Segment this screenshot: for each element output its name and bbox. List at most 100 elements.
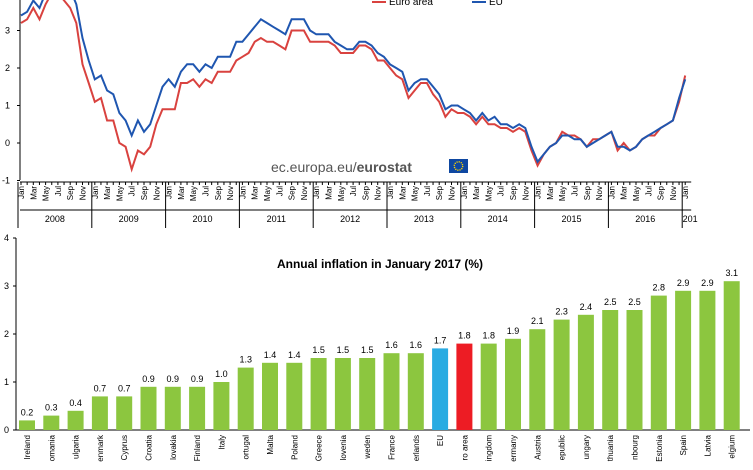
- month-label: Jan: [165, 186, 174, 199]
- bar-category-label: Ireland: [23, 435, 32, 459]
- month-label: Sep: [583, 185, 592, 200]
- bar-category-label: thuania: [606, 434, 615, 461]
- legend-label-euro-area: Euro area: [389, 0, 433, 8]
- bar-value-label: 1.5: [337, 345, 350, 355]
- month-label: Mar: [103, 186, 112, 200]
- bar-category-label: elgium: [728, 435, 737, 459]
- month-label: Nov: [521, 186, 530, 200]
- bar: [602, 310, 619, 430]
- bar-category-label: weden: [363, 435, 372, 460]
- month-label: Mar: [29, 186, 38, 200]
- month-label: Sep: [214, 185, 223, 200]
- bar-value-label: 3.1: [725, 268, 738, 278]
- month-label: May: [411, 186, 420, 201]
- bar-category-label: ermany: [509, 435, 518, 462]
- bar: [237, 367, 254, 430]
- bar-value-label: 1.6: [385, 340, 398, 350]
- bar: [189, 386, 206, 430]
- bar-chart: Annual inflation in January 2017 (%) 0 1 2…: [4, 233, 750, 462]
- bar: [140, 386, 157, 430]
- month-label: May: [337, 186, 346, 201]
- month-label: May: [115, 186, 124, 201]
- year-label: 2012: [340, 214, 360, 224]
- bar-value-label: 1.9: [507, 326, 520, 336]
- bar: [334, 358, 351, 430]
- bar-category-label: lovenia: [339, 434, 348, 460]
- year-label: 2013: [414, 214, 434, 224]
- year-label: 2008: [45, 214, 65, 224]
- month-label: Jul: [571, 186, 580, 196]
- year-label: 2009: [119, 214, 139, 224]
- bar-value-label: 1.8: [458, 331, 471, 341]
- month-label: Nov: [152, 186, 161, 200]
- bar-category-label: Malta: [266, 434, 275, 454]
- bar-value-label: 1.4: [264, 350, 277, 360]
- bar-value-label: 1.7: [434, 335, 447, 345]
- month-label: Mar: [325, 186, 334, 200]
- bar-category-label: Poland: [290, 435, 299, 460]
- y-tick-label: 1: [5, 101, 10, 111]
- month-label: Jan: [460, 186, 469, 199]
- bar-value-label: 2.9: [701, 278, 714, 288]
- year-label: 2010: [192, 214, 212, 224]
- month-label: Jan: [607, 186, 616, 199]
- bar-category-label: Spain: [679, 435, 688, 455]
- bar: [432, 348, 449, 430]
- month-label: Jul: [275, 186, 284, 196]
- bar-category-label: Estonia: [655, 434, 664, 461]
- month-label: Jul: [349, 186, 358, 196]
- bar: [456, 343, 473, 430]
- bar-value-label: 0.9: [142, 374, 155, 384]
- bar: [553, 319, 570, 430]
- bar-category-label: nbourg: [631, 435, 640, 460]
- month-label: Jan: [91, 186, 100, 199]
- month-label: May: [189, 186, 198, 201]
- bar-y-tick-label: 4: [4, 233, 9, 243]
- month-label: Jan: [681, 186, 690, 199]
- bar: [529, 329, 546, 430]
- month-label: Jul: [54, 186, 63, 196]
- bar-category-label: ingdom: [485, 435, 494, 462]
- bar: [67, 410, 84, 430]
- bar: [723, 281, 740, 430]
- bar-category-label: France: [388, 434, 397, 459]
- bar-y-tick-label: 2: [4, 329, 9, 339]
- bar-category-label: lovakia: [169, 434, 178, 459]
- month-label: May: [632, 186, 641, 201]
- bar-chart-title: Annual inflation in January 2017 (%): [277, 257, 483, 271]
- bar: [164, 386, 181, 430]
- month-label: Sep: [66, 185, 75, 200]
- bar-category-label: Latvia: [703, 434, 712, 456]
- bar-value-label: 0.4: [69, 398, 82, 408]
- series-line-eu: [20, 0, 687, 164]
- month-label: Mar: [177, 186, 186, 200]
- month-label: Nov: [669, 186, 678, 200]
- month-label: Jan: [312, 186, 321, 199]
- watermark-text: ec.europa.eu/eurostat: [271, 159, 412, 175]
- bar-value-label: 1.5: [361, 345, 374, 355]
- month-label: Nov: [374, 186, 383, 200]
- bar: [650, 295, 667, 430]
- month-label: Mar: [620, 186, 629, 200]
- bar: [43, 415, 60, 430]
- month-label: Sep: [657, 185, 666, 200]
- eurostat-watermark: ec.europa.eu/eurostat: [271, 159, 468, 175]
- bar-value-label: 2.4: [580, 302, 593, 312]
- bar: [262, 362, 278, 430]
- bar: [626, 310, 643, 430]
- bar: [577, 314, 594, 430]
- bar-value-label: 0.3: [45, 403, 58, 413]
- month-label: Sep: [140, 185, 149, 200]
- bar: [383, 353, 400, 430]
- bar-category-label: EU: [436, 435, 445, 446]
- bar: [116, 396, 133, 430]
- month-label: May: [42, 186, 51, 201]
- bar-category-label: ro area: [460, 434, 469, 460]
- year-label: 2015: [561, 214, 581, 224]
- bar-category-label: epublic: [558, 435, 567, 460]
- month-label: Jul: [202, 186, 211, 196]
- month-label: Nov: [300, 186, 309, 200]
- y-tick-label: 3: [5, 26, 10, 36]
